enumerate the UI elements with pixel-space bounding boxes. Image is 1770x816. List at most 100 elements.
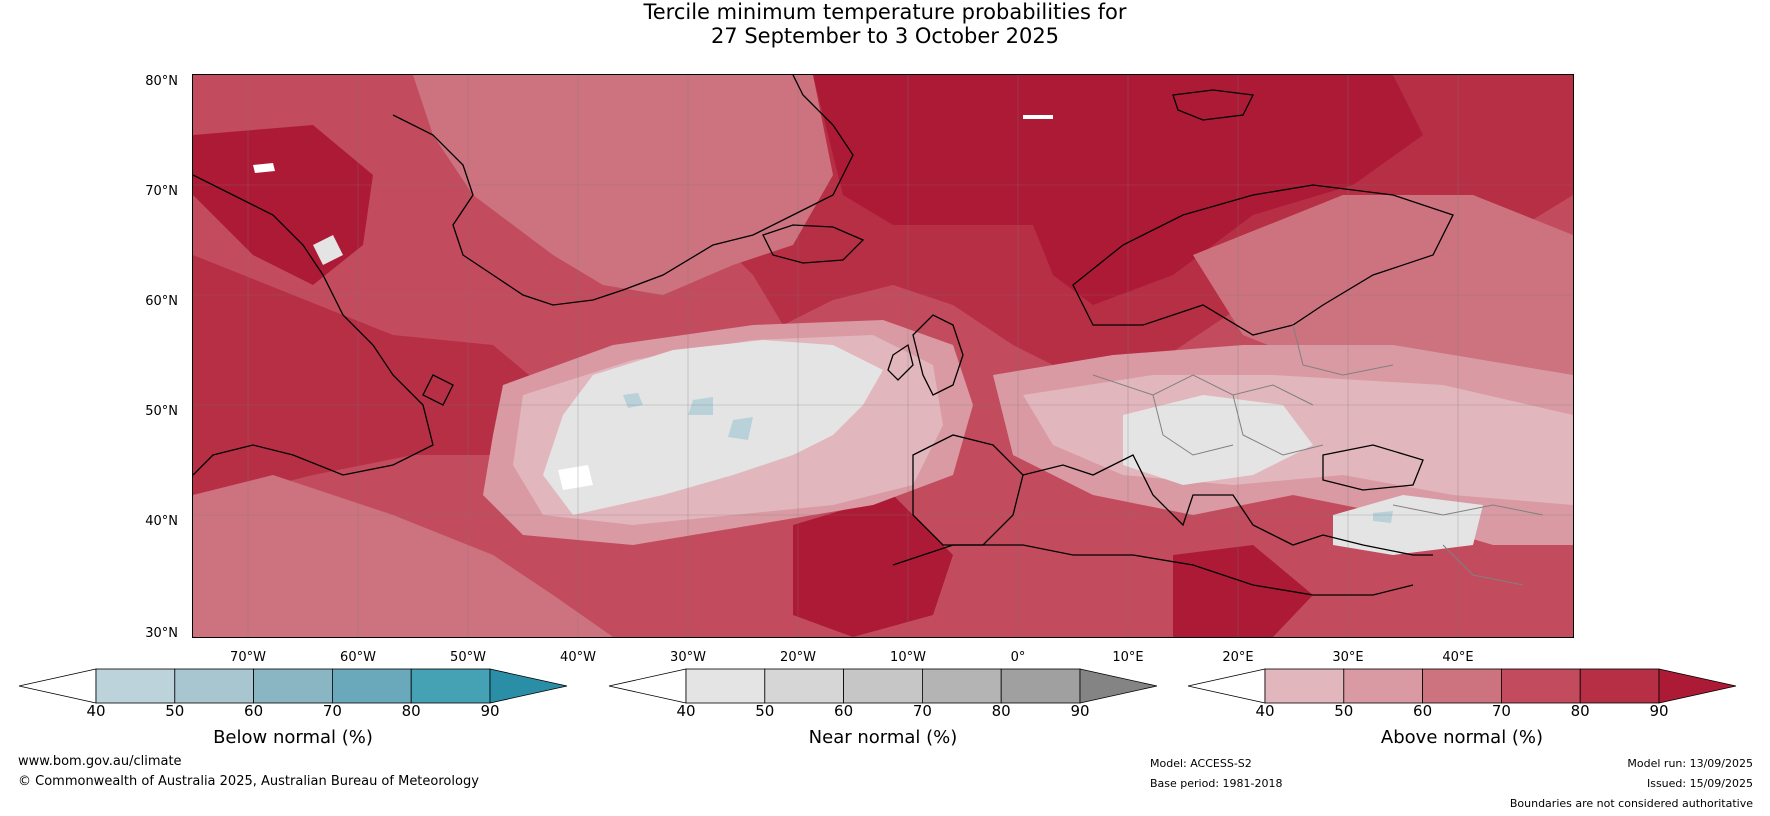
colorbar-above-title: Above normal (%) — [1380, 727, 1544, 748]
probability-map — [192, 74, 1574, 638]
coast-mediterranean-north — [1022, 454, 1433, 556]
coast-uk — [912, 314, 964, 396]
colorbar-above-max-arrow — [1658, 668, 1737, 704]
colorbar-near-min-arrow — [608, 668, 687, 704]
lon-label-40e: 40°E — [1442, 650, 1474, 665]
lat-label-50n: 50°N — [145, 404, 178, 419]
colorbar-above-tick: 60 — [1413, 702, 1433, 720]
colorbar-near-segment — [843, 668, 923, 704]
colorbar-near-segment — [764, 668, 845, 704]
coast-ireland — [887, 343, 914, 381]
colorbar-near — [608, 668, 1158, 708]
colorbar-below-segment — [174, 668, 255, 704]
lat-label-60n: 60°N — [145, 294, 178, 309]
zone-above-60-west — [193, 475, 613, 637]
lon-label-20e: 20°E — [1222, 650, 1254, 665]
zone-above-80-labrador — [193, 255, 553, 505]
lon-label-30e: 30°E — [1332, 650, 1364, 665]
colorbar-above-segment — [1422, 668, 1502, 704]
colorbar-above-tick: 40 — [1255, 702, 1275, 720]
colorbar-below-tick: 90 — [480, 702, 500, 720]
zone-low-confidence-2 — [253, 163, 275, 173]
lon-label-70w: 70°W — [230, 650, 266, 665]
colorbar-above-min-arrow — [1187, 668, 1266, 704]
zone-near-normal-canada-north — [313, 235, 343, 265]
colorbar-below-segment — [410, 668, 491, 704]
colorbar-near-max-arrow — [1079, 668, 1158, 704]
colorbar-near-svg — [608, 668, 1158, 704]
coast-iceland — [762, 224, 865, 264]
zone-low-confidence-1 — [1023, 115, 1053, 119]
title-line-2: 27 September to 3 October 2025 — [710, 24, 1060, 48]
colorbar-below-tick: 60 — [244, 702, 264, 720]
colorbar-above-segment — [1343, 668, 1424, 704]
lat-label-70n: 70°N — [145, 184, 178, 199]
zone-near-normal-central-europe — [1123, 395, 1313, 485]
zone-above-90-mediterranean — [1173, 545, 1313, 637]
colorbar-near-segment — [921, 668, 1002, 704]
lon-label-20w: 20°W — [780, 650, 816, 665]
colorbar-below-svg — [18, 668, 568, 704]
lon-label-0: 0° — [1010, 650, 1026, 665]
colorbar-above-segment — [1579, 668, 1660, 704]
lon-label-60w: 60°W — [340, 650, 376, 665]
coast-black-sea — [1322, 444, 1424, 491]
issued-text: Issued: 15/09/2025 — [1646, 777, 1753, 790]
zone-below-normal-1 — [623, 393, 643, 408]
zone-below-normal-4 — [1373, 511, 1393, 523]
colorbar-above-tick: 70 — [1491, 702, 1511, 720]
zone-low-confidence-3 — [558, 465, 593, 490]
coastlines — [193, 75, 1454, 596]
colorbar-above-tick: 90 — [1649, 702, 1669, 720]
colorbar-below — [18, 668, 568, 708]
colorbar-near-title: Near normal (%) — [808, 727, 958, 748]
colorbar-below-tick: 70 — [322, 702, 342, 720]
copyright-text: © Commonwealth of Australia 2025, Austra… — [18, 774, 479, 789]
lon-label-30w: 30°W — [670, 650, 706, 665]
colorbar-above-segment — [1264, 668, 1345, 704]
zone-below-normal-2 — [688, 397, 713, 415]
lat-label-40n: 40°N — [145, 514, 178, 529]
colorbar-near-segment — [685, 668, 766, 704]
colorbar-below-segment — [253, 668, 333, 704]
zone-above-90-greenland-sea — [813, 75, 1423, 305]
map-svg — [193, 75, 1573, 637]
zone-above-90-subtropic — [793, 495, 953, 637]
coast-greenland — [392, 75, 854, 306]
disclaimer-text: Boundaries are not considered authoritat… — [1509, 797, 1753, 810]
colorbar-above-segment — [1500, 668, 1581, 704]
zone-near-normal-turkey — [1333, 495, 1483, 555]
model-text: Model: ACCESS-S2 — [1150, 757, 1252, 770]
base-period-text: Base period: 1981-2018 — [1150, 777, 1283, 790]
lat-label-80n: 80°N — [145, 74, 178, 89]
chart-title: Tercile minimum temperature probabilitie… — [0, 0, 1770, 48]
colorbar-above-svg — [1187, 668, 1737, 704]
model-run-text: Model run: 13/09/2025 — [1627, 757, 1753, 770]
lon-label-40w: 40°W — [560, 650, 596, 665]
colorbar-near-tick: 90 — [1070, 702, 1090, 720]
national-borders — [1092, 324, 1544, 586]
lon-label-10e: 10°E — [1112, 650, 1144, 665]
colorbar-above-tick: 50 — [1334, 702, 1354, 720]
coast-svalbard — [1172, 89, 1254, 121]
colorbar-below-tick: 50 — [165, 702, 185, 720]
colorbar-near-tick: 60 — [834, 702, 854, 720]
coast-north-africa — [892, 544, 1414, 596]
colorbar-above — [1187, 668, 1737, 708]
coast-newfoundland — [422, 374, 454, 406]
colorbar-below-min-arrow — [18, 668, 97, 704]
coast-labrador — [193, 174, 434, 476]
colorbar-below-segment — [331, 668, 412, 704]
colorbar-below-title: Below normal (%) — [213, 727, 373, 748]
website-text: www.bom.gov.au/climate — [18, 754, 182, 769]
colorbar-near-tick: 40 — [676, 702, 696, 720]
colorbar-near-segment — [1000, 668, 1081, 704]
coast-scandinavia — [1072, 184, 1454, 336]
lat-label-30n: 30°N — [145, 626, 178, 641]
colorbar-below-segment — [95, 668, 176, 704]
coast-europe-iberia — [912, 434, 1024, 546]
colorbar-near-tick: 50 — [755, 702, 775, 720]
zone-below-normal-3 — [728, 417, 753, 440]
colorbar-below-max-arrow — [489, 668, 568, 704]
colorbar-near-tick: 70 — [912, 702, 932, 720]
